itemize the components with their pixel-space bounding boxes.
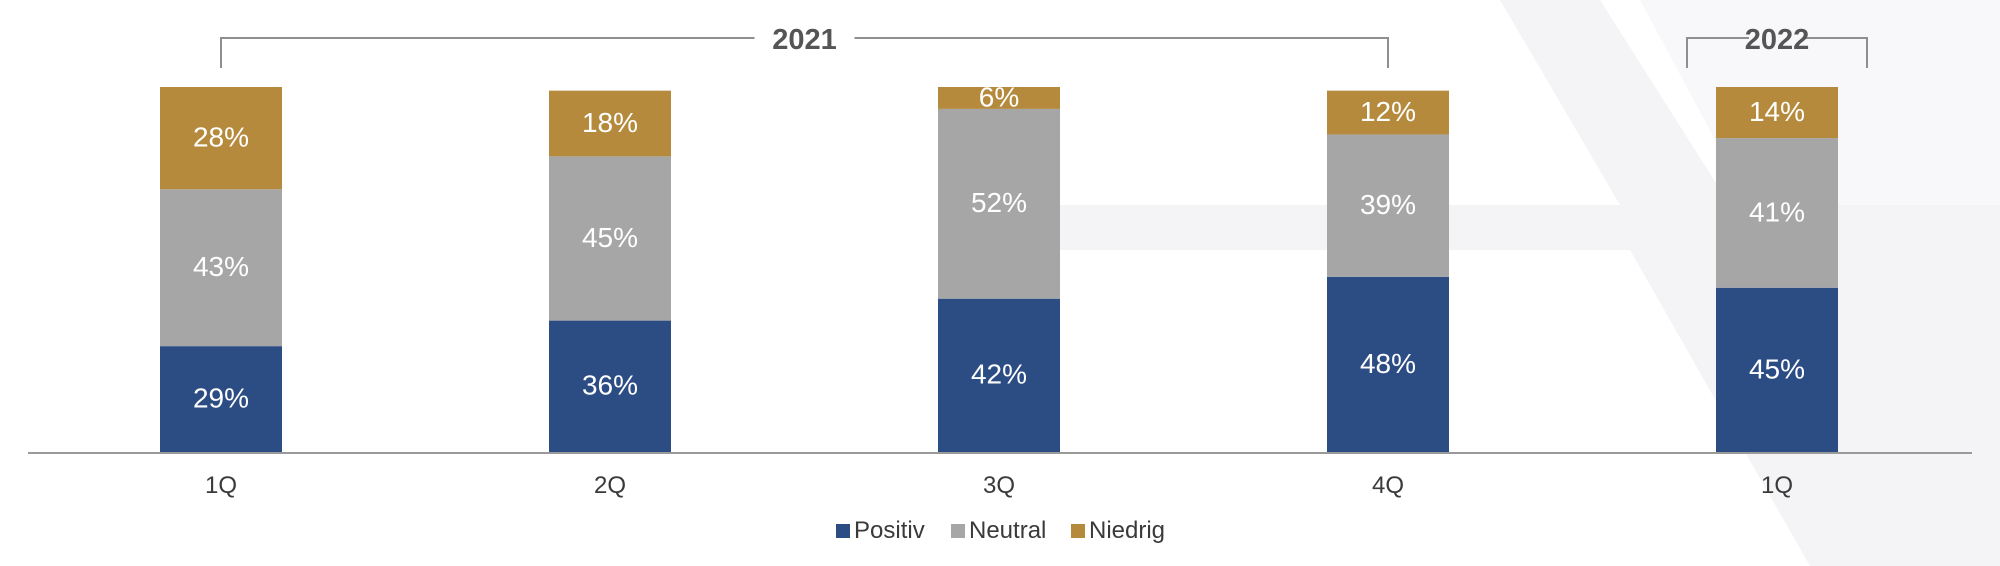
bar-positiv-1 xyxy=(160,346,282,452)
data-label-neutral-3: 52% xyxy=(971,187,1027,218)
bar-neutral-5 xyxy=(1716,138,1838,288)
bar-neutral-2 xyxy=(549,156,671,321)
data-label-neutral-1: 43% xyxy=(193,251,249,282)
bar-niedrig-2 xyxy=(549,90,671,157)
data-label-niedrig-2: 18% xyxy=(582,107,638,138)
year-label-2021: 2021 xyxy=(772,24,837,56)
legend-label-positiv: Positiv xyxy=(854,517,925,544)
data-label-neutral-5: 41% xyxy=(1749,196,1805,227)
bar-niedrig-1 xyxy=(160,87,282,190)
year-bracket-left-2022 xyxy=(1686,37,1749,68)
bar-positiv-5 xyxy=(1716,287,1838,452)
bar-neutral-1 xyxy=(160,189,282,347)
year-bracket-left-2021 xyxy=(220,37,755,68)
legend-swatch-positiv xyxy=(836,524,850,538)
bar-neutral-3 xyxy=(938,108,1060,299)
x-tick-label-2: 2Q xyxy=(594,472,626,499)
data-label-positiv-5: 45% xyxy=(1749,353,1805,384)
legend-label-niedrig: Niedrig xyxy=(1089,517,1165,544)
bar-neutral-4 xyxy=(1327,134,1449,277)
data-label-neutral-2: 45% xyxy=(582,222,638,253)
x-tick-label-1: 1Q xyxy=(205,472,237,499)
legend: Positiv Neutral Niedrig xyxy=(836,517,1165,544)
data-label-positiv-1: 29% xyxy=(193,382,249,413)
bar-positiv-4 xyxy=(1327,276,1449,452)
year-bracket-right-2022 xyxy=(1805,37,1868,68)
data-label-niedrig-4: 12% xyxy=(1360,96,1416,127)
data-label-positiv-2: 36% xyxy=(582,370,638,401)
year-label-2022: 2022 xyxy=(1745,24,1810,56)
legend-swatch-niedrig xyxy=(1071,524,1085,538)
background-decoration xyxy=(1060,0,2000,566)
bars: 29% 43% 28% 36% 45% 18% 42% 52% 6% 48% 39% 12% 45% 41… xyxy=(160,81,1838,452)
x-tick-label-4: 4Q xyxy=(1372,472,1404,499)
year-brackets: 2021 2022 xyxy=(220,24,1868,68)
data-label-niedrig-5: 14% xyxy=(1749,96,1805,127)
bar-niedrig-5 xyxy=(1716,87,1838,139)
bar-niedrig-4 xyxy=(1327,90,1449,135)
bar-positiv-3 xyxy=(938,298,1060,452)
x-tick-labels: 1Q 2Q 3Q 4Q 1Q xyxy=(205,472,1793,499)
bar-positiv-2 xyxy=(549,320,671,452)
x-tick-label-3: 3Q xyxy=(983,472,1015,499)
bar-niedrig-3 xyxy=(938,87,1060,109)
data-label-niedrig-1: 28% xyxy=(193,121,249,152)
data-label-neutral-4: 39% xyxy=(1360,189,1416,220)
data-label-niedrig-3: 6% xyxy=(979,81,1019,112)
data-label-positiv-3: 42% xyxy=(971,359,1027,390)
legend-swatch-neutral xyxy=(951,524,965,538)
data-label-positiv-4: 48% xyxy=(1360,348,1416,379)
x-tick-label-5: 1Q xyxy=(1761,472,1793,499)
year-bracket-right-2021 xyxy=(854,37,1389,68)
legend-label-neutral: Neutral xyxy=(969,517,1046,544)
